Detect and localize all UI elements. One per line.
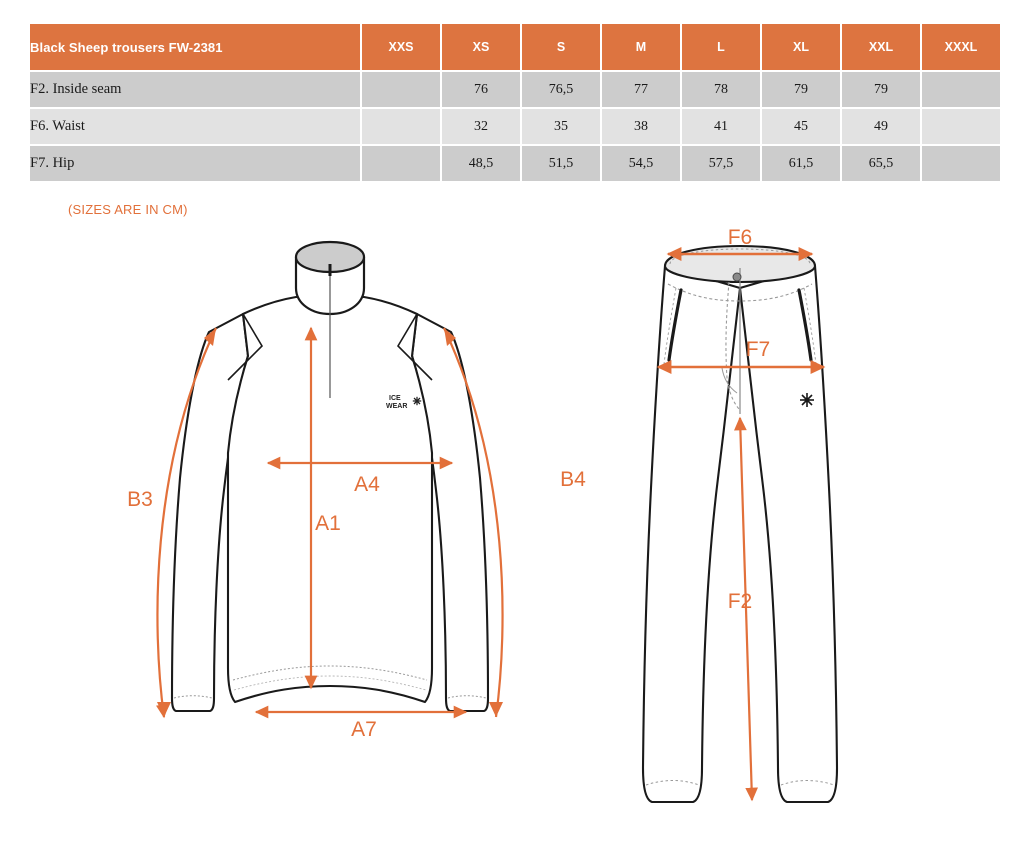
cell-hip-xl: 61,5	[762, 146, 840, 181]
sweater-b3-label: B3	[127, 488, 153, 511]
trousers-left-hem-stitch	[645, 780, 700, 786]
sweater-a1-label: A1	[315, 512, 341, 535]
cell-inside-seam-m: 77	[602, 72, 680, 107]
table-row: F6. Waist 32 35 38 41 45 49	[30, 109, 1000, 144]
sweater-b4-label: B4	[560, 468, 586, 491]
row-label-inside-seam: F2. Inside seam	[30, 72, 360, 107]
row-label-waist: F6. Waist	[30, 109, 360, 144]
sweater-left-sleeve	[170, 312, 250, 713]
sweater-shoulder-seam-left	[227, 313, 264, 381]
garment-diagrams: ICE WEAR B3 B4 A4	[0, 228, 1030, 848]
size-header-xxs: XXS	[362, 24, 440, 70]
cell-waist-xxs	[362, 109, 440, 144]
sweater-body	[226, 295, 434, 704]
sweater-a7-label: A7	[351, 718, 377, 741]
trousers-waistband-seam	[667, 283, 813, 302]
trousers-fly-stitch	[725, 281, 741, 411]
cell-waist-xxxl	[922, 109, 1000, 144]
cell-waist-xl: 45	[762, 109, 840, 144]
trousers-snowflake-icon	[800, 393, 814, 407]
cell-hip-xxxl	[922, 146, 1000, 181]
sweater-brand-line2: WEAR	[386, 403, 407, 410]
size-header-xxl: XXL	[842, 24, 920, 70]
sweater-b4-arrow	[443, 327, 504, 718]
table-row: F7. Hip 48,5 51,5 54,5 57,5 61,5 65,5	[30, 146, 1000, 181]
cell-inside-seam-xxxl	[922, 72, 1000, 107]
trousers-f7-label: F7	[746, 338, 771, 361]
sweater-b4-arrow-head-top	[444, 328, 456, 346]
size-header-xxxl: XXXL	[922, 24, 1000, 70]
sweater-snowflake-icon	[412, 396, 422, 406]
cell-waist-l: 41	[682, 109, 760, 144]
sweater-collar-opening	[294, 240, 366, 274]
sweater-b3-arrow-head-bottom	[157, 702, 171, 717]
cell-hip-xxl: 65,5	[842, 146, 920, 181]
cell-waist-m: 38	[602, 109, 680, 144]
sweater-shoulder-seam-right	[396, 313, 433, 381]
sweater-b4-arrow-head-bottom	[489, 702, 503, 717]
sweater-illustration: ICE WEAR B3 B4 A4	[127, 240, 586, 741]
cell-inside-seam-xl: 79	[762, 72, 840, 107]
table-header: Black Sheep trousers FW-2381 XXS XS S M …	[30, 24, 1000, 70]
table-body: F2. Inside seam 76 76,5 77 78 79 79 F6. …	[30, 72, 1000, 181]
cell-hip-l: 57,5	[682, 146, 760, 181]
size-header-l: L	[682, 24, 760, 70]
trousers-left-pocket	[667, 288, 683, 362]
cell-hip-m: 54,5	[602, 146, 680, 181]
cell-inside-seam-l: 78	[682, 72, 760, 107]
table-header-row: Black Sheep trousers FW-2381 XXS XS S M …	[30, 24, 1000, 70]
cell-waist-xs: 32	[442, 109, 520, 144]
trousers-right-pocket-stitch	[803, 287, 817, 365]
cell-hip-xxs	[362, 146, 440, 181]
row-label-hip: F7. Hip	[30, 146, 360, 181]
cell-hip-xs: 48,5	[442, 146, 520, 181]
size-header-xl: XL	[762, 24, 840, 70]
garment-diagram-svg: ICE WEAR B3 B4 A4	[127, 228, 839, 804]
cell-waist-s: 35	[522, 109, 600, 144]
cell-hip-s: 51,5	[522, 146, 600, 181]
trousers-right-pocket	[797, 288, 813, 362]
cell-inside-seam-xxl: 79	[842, 72, 920, 107]
sweater-hem-stitch	[232, 665, 428, 681]
size-chart-table-container: Black Sheep trousers FW-2381 XXS XS S M …	[28, 22, 1002, 183]
product-name-header: Black Sheep trousers FW-2381	[30, 24, 360, 70]
cell-waist-xxl: 49	[842, 109, 920, 144]
size-header-xs: XS	[442, 24, 520, 70]
trousers-right-hem-stitch	[780, 780, 835, 786]
cell-inside-seam-xxs	[362, 72, 440, 107]
sweater-b3-arrow	[156, 327, 217, 719]
sweater-b3-arrow-head-top	[204, 328, 216, 346]
size-chart-table: Black Sheep trousers FW-2381 XXS XS S M …	[28, 22, 1002, 183]
trousers-button-icon	[732, 272, 742, 282]
trousers-f2-label: F2	[728, 590, 753, 613]
sweater-brand-line1: ICE	[389, 395, 401, 402]
size-header-s: S	[522, 24, 600, 70]
cell-inside-seam-xs: 76	[442, 72, 520, 107]
trousers-f2-arrow	[734, 416, 758, 802]
sweater-hem-stitch-2	[233, 675, 427, 691]
trousers-illustration: F6 F7 F2	[641, 228, 839, 804]
trousers-left-pocket-stitch	[663, 287, 677, 365]
units-caption: (SIZES ARE IN CM)	[68, 202, 188, 217]
trousers-f6-label: F6	[728, 228, 753, 249]
size-header-m: M	[602, 24, 680, 70]
sweater-a4-label: A4	[354, 473, 380, 496]
trousers-left-leg	[641, 264, 742, 804]
cell-inside-seam-s: 76,5	[522, 72, 600, 107]
table-row: F2. Inside seam 76 76,5 77 78 79 79	[30, 72, 1000, 107]
sweater-right-sleeve	[410, 312, 490, 713]
